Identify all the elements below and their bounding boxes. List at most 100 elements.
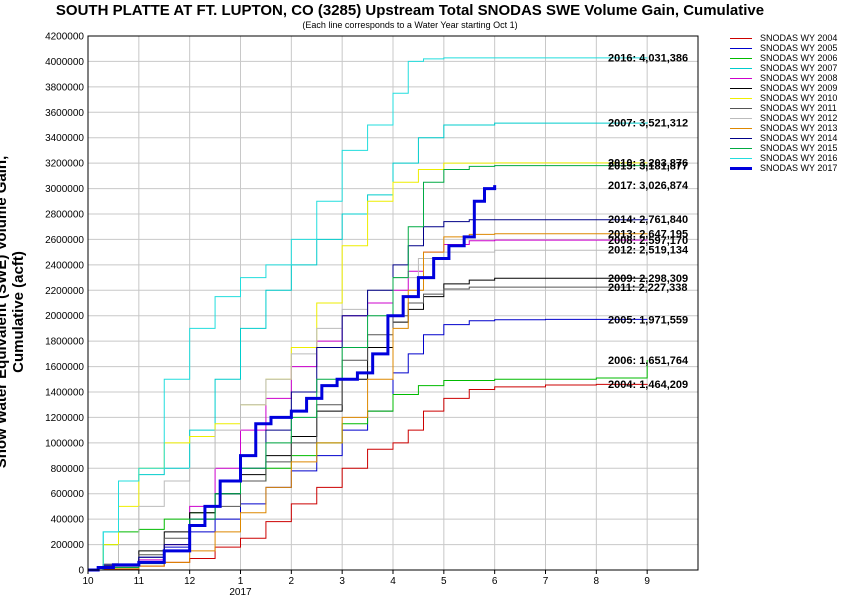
legend-swatch [730,97,752,99]
legend-label: SNODAS WY 2015 [760,143,838,153]
x-tick-label: 11 [134,576,145,587]
series-line-snodas-wy-2017 [88,185,497,572]
x-tick-label: 12 [184,576,196,587]
x-tick-label: 8 [594,576,600,587]
y-tick-label: 2600000 [45,235,84,246]
y-tick-label: 3400000 [45,133,84,144]
axes: 0 200000 400000 600000 800000 1000000 1200000 1… [45,32,699,598]
legend-label: SNODAS WY 2009 [760,83,838,93]
legend-item: SNODAS WY 2008 [730,73,837,83]
y-tick-label: 800000 [51,464,85,475]
legend-label: SNODAS WY 2016 [760,153,838,163]
value-annotation: 2009: 2,298,309 [608,273,688,285]
x-tick-label: 5 [441,576,447,587]
legend-item: SNODAS WY 2015 [730,143,837,153]
y-tick-label: 1600000 [45,362,84,373]
legend-swatch [730,157,752,159]
y-tick-label: 4000000 [45,57,84,68]
y-tick-label: 4200000 [45,32,84,43]
y-tick-label: 400000 [51,515,85,526]
legend: SNODAS WY 2004 SNODAS WY 2005 SNODAS WY 20… [730,33,837,173]
legend-item: SNODAS WY 2010 [730,93,837,103]
value-annotation: 2004: 1,464,209 [608,379,688,391]
x-tick-label: 7 [543,576,549,587]
plot-border [87,35,699,571]
legend-item: SNODAS WY 2014 [730,133,837,143]
y-tick-label: 3000000 [45,184,84,195]
legend-label: SNODAS WY 2006 [760,53,838,63]
y-tick-label: 1200000 [45,413,84,424]
y-tick-label: 0 [78,566,84,577]
legend-swatch [730,147,752,149]
value-annotation: 2013: 2,647,195 [608,228,688,240]
legend-swatch [730,137,752,139]
value-annotation: 2016: 4,031,386 [608,52,688,64]
y-tick-label: 2000000 [45,311,84,322]
chart-subtitle: (Each line corresponds to a Water Year s… [302,20,518,30]
value-annotation: 2008: 2,597,170 [608,235,688,247]
legend-item: SNODAS WY 2012 [730,113,837,123]
legend-label: SNODAS WY 2017 [760,163,838,173]
x-tick-label: 6 [492,576,498,587]
legend-item: SNODAS WY 2013 [730,123,837,133]
y-tick-label: 3600000 [45,108,84,119]
legend-label: SNODAS WY 2007 [760,63,838,73]
series-line-snodas-wy-2012 [88,249,648,571]
y-tick-label: 3200000 [45,159,84,170]
x-tick-label: 10 [82,576,94,587]
legend-label: SNODAS WY 2010 [760,93,838,103]
y-tick-label: 2200000 [45,286,84,297]
series-line-snodas-wy-2016 [88,57,648,571]
x-tick-label: 2 [289,576,295,587]
legend-swatch [730,47,752,49]
value-annotation: 2010: 3,203,876 [608,158,688,170]
y-tick-label: 3800000 [45,82,84,93]
legend-swatch [730,37,752,39]
legend-swatch [730,117,752,119]
value-annotation: 2015: 3,181,877 [608,160,688,172]
y-tick-label: 600000 [51,489,85,500]
y-tick-label: 1400000 [45,388,84,399]
legend-label: SNODAS WY 2011 [760,103,837,113]
value-annotation: 2014: 2,761,840 [608,214,688,226]
y-tick-label: 2400000 [45,260,84,271]
value-annotation: 2011: 2,227,338 [608,282,688,294]
legend-label: SNODAS WY 2013 [760,123,838,133]
legend-item: SNODAS WY 2007 [730,63,837,73]
legend-item: SNODAS WY 2005 [730,43,837,53]
value-annotation: 2012: 2,519,134 [608,245,689,257]
annotations: 2016: 4,031,386 2007: 3,521,312 2010: 3,20… [608,52,689,390]
legend-item: SNODAS WY 2016 [730,153,837,163]
legend-label: SNODAS WY 2014 [760,133,838,143]
y-tick-label: 2800000 [45,210,84,221]
legend-swatch [730,77,752,79]
legend-label: SNODAS WY 2012 [760,113,838,123]
x-tick-label: 1 [238,576,244,587]
value-annotation: 2007: 3,521,312 [608,117,688,129]
value-annotation: 2017: 3,026,874 [608,180,689,192]
legend-label: SNODAS WY 2004 [760,33,838,43]
legend-item: SNODAS WY 2017 [730,163,837,173]
x-tick-label: 9 [644,576,650,587]
legend-swatch [730,127,752,129]
legend-item: SNODAS WY 2004 [730,33,837,43]
legend-swatch [730,57,752,59]
series-layer [88,57,648,572]
legend-item: SNODAS WY 2011 [730,103,837,113]
legend-item: SNODAS WY 2006 [730,53,837,63]
year-label: 2017 [229,587,252,598]
legend-swatch [730,107,752,109]
y-tick-label: 1000000 [45,438,84,449]
x-tick-label: 3 [339,576,345,587]
y-tick-label: 200000 [51,540,85,551]
y-tick-label: 1800000 [45,337,84,348]
legend-swatch [730,166,752,170]
series-line-snodas-wy-2005 [88,318,648,571]
legend-swatch [730,67,752,69]
legend-label: SNODAS WY 2005 [760,43,838,53]
x-tick-label: 4 [390,576,396,587]
legend-item: SNODAS WY 2009 [730,83,837,93]
value-annotation: 2005: 1,971,559 [608,314,688,326]
chart-title: SOUTH PLATTE AT FT. LUPTON, CO (3285) Up… [55,2,765,19]
